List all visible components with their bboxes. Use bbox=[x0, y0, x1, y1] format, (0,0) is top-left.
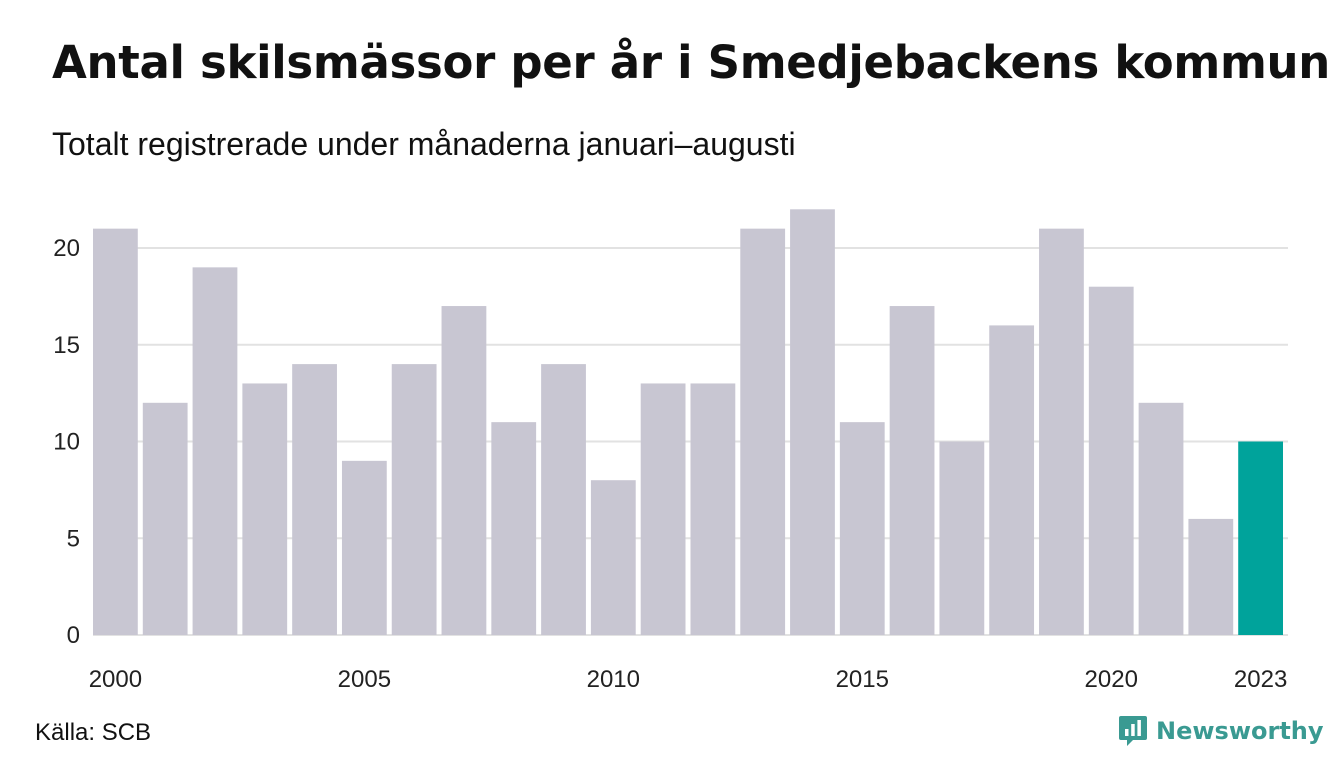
brand-logo: Newsworthy bbox=[1118, 714, 1324, 748]
bars bbox=[93, 209, 1283, 636]
bar-2005 bbox=[341, 460, 387, 635]
bar-2007 bbox=[441, 306, 487, 635]
bar-2002 bbox=[192, 267, 238, 635]
bar-2014 bbox=[790, 209, 835, 636]
x-tick-label: 2000 bbox=[89, 666, 142, 693]
bar-2011 bbox=[640, 383, 686, 635]
bar-2008 bbox=[491, 422, 537, 635]
x-tick-label: 2005 bbox=[338, 666, 391, 693]
bar-2019 bbox=[1039, 228, 1084, 635]
y-tick-label: 10 bbox=[53, 429, 80, 456]
bar-2012 bbox=[690, 383, 736, 635]
x-tick-label: 2023 bbox=[1234, 666, 1287, 693]
bar-2010 bbox=[590, 480, 636, 635]
source-label: Källa: SCB bbox=[35, 719, 152, 746]
chart-subtitle: Totalt registrerade under månaderna janu… bbox=[52, 126, 796, 162]
bar-2016 bbox=[889, 306, 935, 635]
brand-name: Newsworthy bbox=[1156, 717, 1324, 745]
chart-title: Antal skilsmässor per år i Smedjebackens… bbox=[52, 36, 1331, 89]
bar-2023 bbox=[1238, 441, 1283, 635]
bar-2003 bbox=[242, 383, 288, 635]
bar-chart: 0 5 10 15 20 2000 2005 2010 2015 2020 2023 bbox=[53, 209, 1288, 693]
bar-2001 bbox=[142, 402, 188, 635]
bar-2020 bbox=[1088, 286, 1134, 635]
y-tick-label: 0 bbox=[67, 622, 80, 649]
bar-2017 bbox=[939, 441, 985, 635]
bar-2004 bbox=[292, 364, 337, 635]
x-tick-label: 2020 bbox=[1085, 666, 1138, 693]
bar-2006 bbox=[391, 364, 437, 635]
y-tick-label: 5 bbox=[67, 525, 80, 552]
bar-2015 bbox=[839, 422, 885, 635]
bar-2021 bbox=[1138, 402, 1184, 635]
bar-2022 bbox=[1188, 518, 1234, 635]
bar-2000 bbox=[93, 228, 138, 635]
x-tick-label: 2015 bbox=[836, 666, 889, 693]
bar-2013 bbox=[740, 228, 786, 635]
y-axis-ticks: 0 5 10 15 20 bbox=[53, 235, 80, 649]
x-tick-label: 2010 bbox=[587, 666, 640, 693]
x-axis-ticks: 2000 2005 2010 2015 2020 2023 bbox=[89, 666, 1288, 693]
bar-2009 bbox=[541, 364, 586, 635]
newsworthy-logo-icon bbox=[1119, 716, 1147, 746]
y-tick-label: 15 bbox=[53, 332, 80, 359]
bar-2018 bbox=[989, 325, 1035, 635]
y-tick-label: 20 bbox=[53, 235, 80, 262]
